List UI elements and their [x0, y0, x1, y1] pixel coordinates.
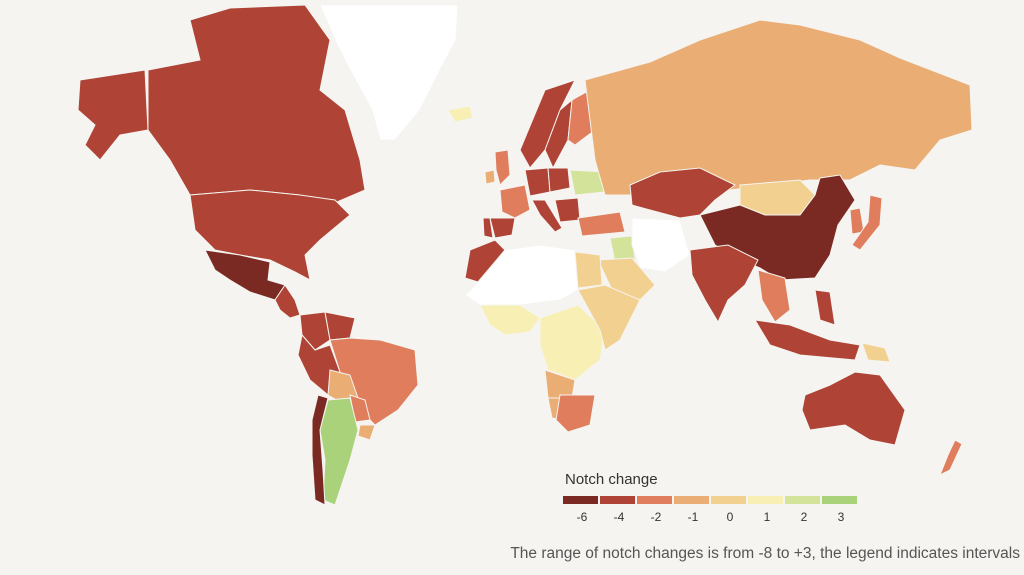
- legend-swatch: [637, 496, 672, 504]
- country-turkey[interactable]: [577, 211, 626, 237]
- legend-color-bar: [563, 496, 863, 504]
- legend-tick-label: -4: [613, 510, 625, 524]
- country-ireland[interactable]: [484, 169, 496, 185]
- country-chile[interactable]: [311, 394, 329, 506]
- legend-swatch: [822, 496, 857, 504]
- country-indonesia[interactable]: [754, 319, 861, 361]
- legend-tick-label: 3: [837, 510, 845, 524]
- country-south-africa[interactable]: [555, 394, 596, 433]
- country-poland[interactable]: [547, 167, 571, 193]
- country-venezuela[interactable]: [324, 311, 356, 341]
- country-philippines[interactable]: [814, 289, 836, 326]
- country-papua-new-guinea[interactable]: [861, 342, 891, 363]
- country-uruguay[interactable]: [357, 424, 376, 441]
- country-canada[interactable]: [147, 4, 366, 206]
- legend-title: Notch change: [565, 471, 658, 488]
- country-france[interactable]: [499, 184, 531, 219]
- world-map: [77, 4, 973, 506]
- legend-swatch: [785, 496, 820, 504]
- legend-swatch: [563, 496, 598, 504]
- region-east-africa[interactable]: [577, 284, 641, 351]
- legend-swatch: [711, 496, 746, 504]
- country-japan[interactable]: [851, 194, 883, 251]
- country-kazakhstan[interactable]: [629, 167, 736, 219]
- country-se-asia[interactable]: [757, 269, 791, 323]
- legend-swatch: [600, 496, 635, 504]
- country-germany[interactable]: [524, 167, 551, 197]
- country-greece[interactable]: [554, 197, 581, 223]
- country-uk[interactable]: [494, 149, 511, 186]
- country-usa[interactable]: [189, 189, 351, 281]
- country-greenland[interactable]: [319, 4, 459, 141]
- country-alaska[interactable]: [77, 69, 149, 161]
- legend: Notch change -6 -4 -2 -1 0 1 2 3: [563, 471, 863, 526]
- country-new-zealand[interactable]: [939, 439, 963, 477]
- country-iraq[interactable]: [609, 235, 636, 263]
- country-egypt[interactable]: [574, 251, 603, 289]
- country-italy[interactable]: [531, 199, 563, 233]
- region-central-africa[interactable]: [539, 304, 606, 381]
- legend-tick-label: -2: [650, 510, 662, 524]
- legend-tick-label: -6: [576, 510, 588, 524]
- country-colombia[interactable]: [299, 311, 331, 351]
- region-west-africa[interactable]: [479, 304, 541, 336]
- legend-tick-label: -1: [687, 510, 699, 524]
- region-north-africa[interactable]: [464, 244, 579, 306]
- country-australia[interactable]: [801, 371, 906, 446]
- legend-tick-label: 1: [763, 510, 771, 524]
- country-russia[interactable]: [584, 19, 973, 196]
- legend-ticks: -6 -4 -2 -1 0 1 2 3: [563, 510, 863, 526]
- country-portugal[interactable]: [482, 217, 494, 239]
- legend-tick-label: 2: [800, 510, 808, 524]
- legend-swatch: [674, 496, 709, 504]
- country-argentina[interactable]: [319, 397, 359, 506]
- country-spain[interactable]: [489, 217, 516, 239]
- caption: The range of notch changes is from -8 to…: [510, 545, 1020, 562]
- legend-swatch: [748, 496, 783, 504]
- country-iran[interactable]: [631, 217, 691, 273]
- country-iceland[interactable]: [447, 105, 474, 123]
- country-india[interactable]: [689, 244, 759, 324]
- legend-tick-label: 0: [726, 510, 734, 524]
